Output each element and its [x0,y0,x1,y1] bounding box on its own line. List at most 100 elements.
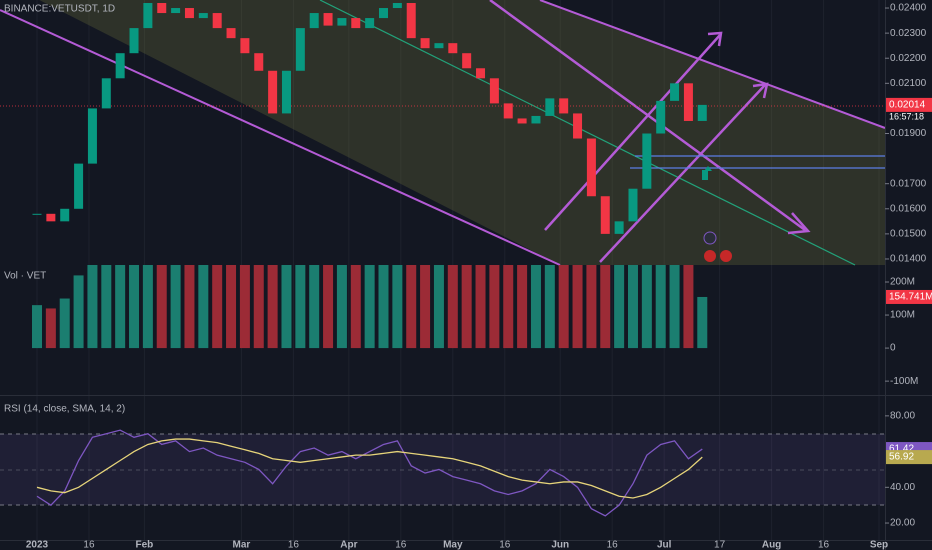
arrow-head [707,31,723,47]
volume-bar [101,265,112,349]
y-tick-label: 0.02200 [890,53,927,64]
candle [74,163,84,209]
rsi-title: RSI (14, close, SMA, 14, 2) [4,404,125,415]
x-tick-label: Jul [657,540,672,550]
volume-bar [475,265,486,349]
y-tick-label: 200M [890,277,915,288]
y-tick-label: 0.01500 [890,229,927,240]
candle [295,28,305,71]
candle [226,28,236,39]
volume-bar [614,265,625,349]
y-tick-label: 0.02400 [890,3,927,14]
volume-bar [683,265,694,349]
candle [87,108,97,164]
rsi-line [36,438,703,499]
volume-bar [572,265,583,349]
volume-bar [530,265,541,349]
volume-bar [655,265,666,349]
candle [462,53,472,69]
volume-bar [697,296,708,349]
x-tick-label: Feb [136,540,154,550]
volume-bar [544,265,555,349]
candle [281,70,291,114]
candle [545,98,555,116]
candle [157,3,167,14]
volume-bar [212,265,223,349]
signal-icon [704,166,712,171]
volume-bar [142,265,153,349]
candle [129,28,139,54]
volume-bar [239,265,250,349]
candle [573,113,583,139]
median-line [319,0,856,266]
volume-bar [253,265,264,349]
signal-icon [702,170,708,180]
candle [337,18,347,26]
volume-bar [420,265,431,349]
last-value-label: 61.42 [889,444,914,455]
arrow-head [752,82,769,99]
candle [642,133,652,189]
pane [36,429,703,517]
volume-bar [433,265,444,349]
volume-bar [447,265,458,349]
x-tick-label: May [443,540,463,550]
candle [697,104,707,121]
y-tick-label: 0.02300 [890,28,927,39]
candle [600,196,610,234]
volume-bar [59,298,70,349]
volume-bar [295,265,306,349]
volume-bar [489,265,500,349]
candle [46,213,56,222]
y-tick-label: 100M [890,310,915,321]
x-tick-label: 16 [83,540,95,550]
candle [198,13,208,19]
candle [434,43,444,49]
last-value-label: 0.02014 [889,100,926,111]
x-tick-label: 2023 [26,540,49,550]
event-icon [720,250,732,262]
volume-bar [281,265,292,349]
last-value-label: 154.741M [889,292,932,303]
x-tick-label: 17 [714,540,726,550]
y-tick-label: 40.00 [890,482,915,493]
volume-bar [198,265,209,349]
volume-bar [669,265,680,349]
candle [489,78,499,104]
candle [60,208,70,222]
x-tick-label: 16 [395,540,407,550]
candle [268,70,278,114]
candle [683,83,693,121]
symbol-title: BINANCE:VETUSDT, 1D [4,4,115,15]
candle [476,68,486,79]
x-tick-label: 16 [818,540,830,550]
volume-bar [323,265,334,349]
channel-fill [0,0,885,265]
volume-bar [184,265,195,349]
y-tick-label: 80.00 [890,411,915,422]
candle [115,53,125,79]
x-tick-label: 16 [288,540,300,550]
candle [503,103,513,119]
volume-bar [406,265,417,349]
candle [254,53,264,71]
volume-bar [336,265,347,349]
y-tick-label: 20.00 [890,518,915,529]
last-value-tag [886,450,932,465]
candle [184,8,194,19]
x-tick-label: 16 [499,540,511,550]
volume-bar [170,265,181,349]
candle [517,118,527,124]
event-icon [704,250,716,262]
volume-bar [267,265,278,349]
candle [392,3,402,9]
candle [323,13,333,26]
y-tick-label: 0.01700 [890,178,927,189]
last-value-tag [886,97,932,112]
volume-bar [461,265,472,349]
last-value-label: 56.92 [889,452,914,463]
y-tick-label: 0.01400 [890,254,927,265]
candle [448,43,458,54]
volume-bar [364,265,375,349]
y-tick-label: -100M [890,376,918,387]
